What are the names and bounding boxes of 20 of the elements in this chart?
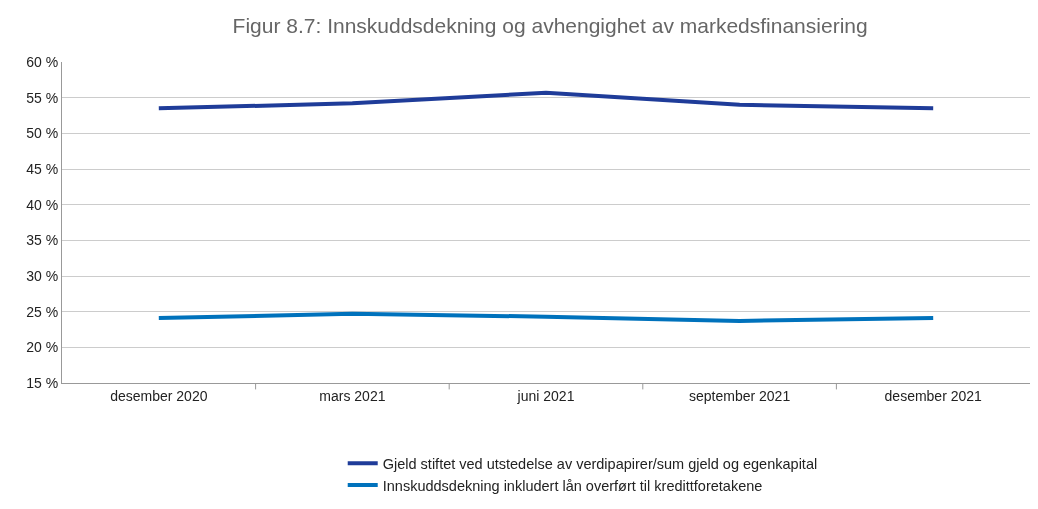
x-tick-label: juni 2021 xyxy=(516,387,575,404)
line-series xyxy=(156,90,936,111)
y-tick-label: 30 % xyxy=(26,267,59,284)
x-tick-label: desember 2021 xyxy=(884,387,983,404)
y-tick-label: 35 % xyxy=(26,232,59,249)
y-tick-label: 60 % xyxy=(26,53,59,70)
y-tick-label: 20 % xyxy=(26,339,59,356)
legend-label: Innskuddsdekning inkludert lån overført til kredittforetakene xyxy=(382,477,763,494)
y-tick-label: 55 % xyxy=(26,89,59,106)
y-tick-label: 25 % xyxy=(26,303,59,320)
x-tick-label: desember 2020 xyxy=(110,387,208,404)
chart-title: Figur 8.7: Innskuddsdekning og avhengighet av markedsfinansiering xyxy=(232,13,868,37)
y-tick-label: 50 % xyxy=(26,125,59,142)
legend-label: Gjeld stiftet ved utstedelse av verdipapirer/sum gjeld og egenkapital xyxy=(382,455,818,472)
x-tick-label: mars 2021 xyxy=(319,387,386,404)
y-tick-label: 45 % xyxy=(26,160,59,177)
y-tick-label: 15 % xyxy=(26,374,59,391)
x-tick-label: september 2021 xyxy=(689,387,791,404)
line-series xyxy=(156,311,936,323)
y-tick-label: 40 % xyxy=(26,196,59,213)
